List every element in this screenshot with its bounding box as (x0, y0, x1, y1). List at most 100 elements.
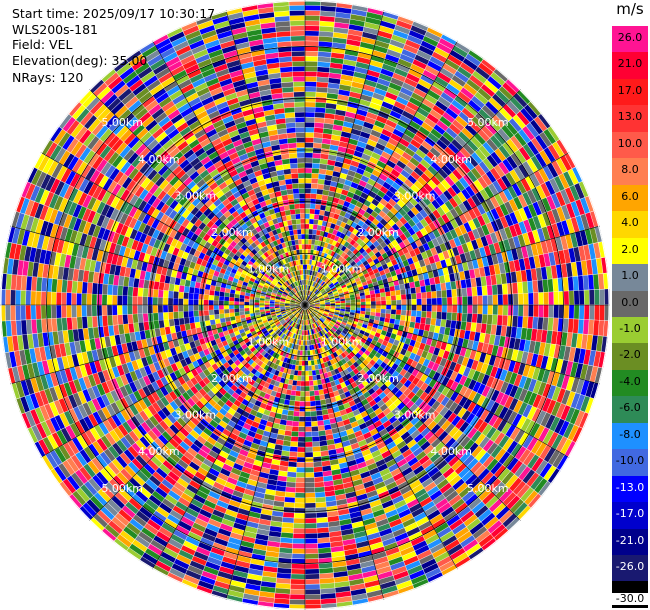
velocity-gate (542, 212, 552, 227)
velocity-gate (396, 160, 407, 170)
velocity-gate (322, 414, 330, 421)
velocity-gate (453, 194, 463, 206)
velocity-gate (420, 159, 431, 169)
velocity-gate (316, 278, 321, 283)
velocity-gate (534, 116, 548, 132)
velocity-gate (450, 320, 457, 329)
velocity-gate (299, 406, 305, 412)
velocity-gate (275, 583, 291, 589)
velocity-gate (290, 589, 305, 595)
velocity-gate (375, 297, 381, 302)
velocity-gate (421, 305, 427, 312)
velocity-gate (549, 178, 560, 193)
velocity-gate (529, 173, 540, 187)
velocity-gate (321, 220, 328, 227)
velocity-gate (313, 296, 318, 300)
velocity-gate (328, 72, 342, 80)
velocity-gate (360, 278, 367, 284)
velocity-gate (335, 254, 341, 260)
velocity-gate (462, 296, 468, 305)
velocity-gate (311, 270, 315, 276)
velocity-gate (322, 138, 331, 145)
velocity-gate (467, 197, 477, 209)
velocity-gate (278, 424, 286, 431)
velocity-gate (365, 207, 374, 215)
velocity-gate (340, 305, 346, 308)
velocity-gate (599, 289, 605, 305)
velocity-gate (539, 150, 551, 165)
velocity-gate (445, 107, 459, 120)
velocity-gate (384, 238, 391, 246)
velocity-gate (335, 267, 341, 273)
velocity-gate (337, 177, 346, 185)
velocity-gate (367, 178, 376, 187)
velocity-gate (416, 305, 422, 311)
velocity-gate (288, 405, 295, 411)
velocity-gate (326, 200, 333, 207)
velocity-gate (289, 400, 295, 406)
velocity-gate (445, 161, 456, 173)
velocity-gate (518, 129, 531, 144)
velocity-gate (490, 232, 498, 244)
velocity-gate (495, 89, 510, 104)
velocity-gate (428, 222, 437, 232)
velocity-gate (346, 272, 352, 278)
velocity-gate (370, 301, 376, 305)
velocity-gate (442, 297, 447, 305)
velocity-gate (334, 22, 350, 29)
velocity-gate (325, 103, 337, 110)
velocity-gate (528, 293, 534, 305)
velocity-gate (376, 275, 382, 282)
velocity-gate (389, 318, 395, 324)
velocity-gate (271, 515, 283, 522)
velocity-gate (490, 324, 497, 335)
velocity-gate (363, 121, 374, 130)
velocity-gate (321, 257, 326, 264)
velocity-gate (283, 435, 292, 442)
velocity-gate (320, 399, 327, 405)
velocity-gate (329, 245, 335, 251)
velocity-gate (415, 149, 427, 159)
velocity-gate (358, 136, 369, 144)
velocity-gate (380, 292, 386, 297)
velocity-gate (305, 295, 307, 300)
velocity-gate (321, 290, 326, 294)
velocity-gate (390, 168, 401, 178)
velocity-gate (513, 93, 528, 108)
velocity-gate (507, 315, 513, 327)
velocity-gate (436, 311, 442, 320)
velocity-gate (439, 135, 451, 147)
velocity-gate (340, 239, 347, 246)
velocity-gate (315, 492, 326, 498)
velocity-gate (465, 53, 481, 67)
velocity-gate (448, 197, 458, 208)
velocity-gate (375, 142, 386, 151)
velocity-gate (437, 154, 449, 165)
velocity-gate (306, 295, 309, 301)
velocity-gate (311, 416, 318, 422)
velocity-gate (279, 460, 289, 467)
velocity-gate (404, 147, 416, 157)
velocity-gate (404, 252, 412, 260)
velocity-gate (314, 282, 318, 288)
velocity-gate (344, 212, 351, 219)
velocity-gate (310, 244, 315, 250)
velocity-gate (410, 139, 422, 149)
velocity-gate (345, 305, 351, 308)
velocity-gate (461, 127, 474, 140)
velocity-gate (387, 219, 396, 227)
velocity-gate (373, 147, 384, 156)
velocity-gate (311, 178, 319, 184)
velocity-gate (593, 320, 600, 336)
velocity-gate (350, 307, 356, 311)
velocity-gate (482, 158, 494, 171)
velocity-gate (318, 273, 323, 279)
velocity-gate (293, 375, 298, 381)
velocity-gate (567, 276, 574, 291)
velocity-gate (306, 295, 309, 301)
velocity-gate (531, 187, 542, 202)
velocity-gate (285, 394, 291, 400)
velocity-gate (494, 148, 506, 162)
velocity-gate (306, 274, 309, 280)
velocity-gate (292, 380, 298, 386)
